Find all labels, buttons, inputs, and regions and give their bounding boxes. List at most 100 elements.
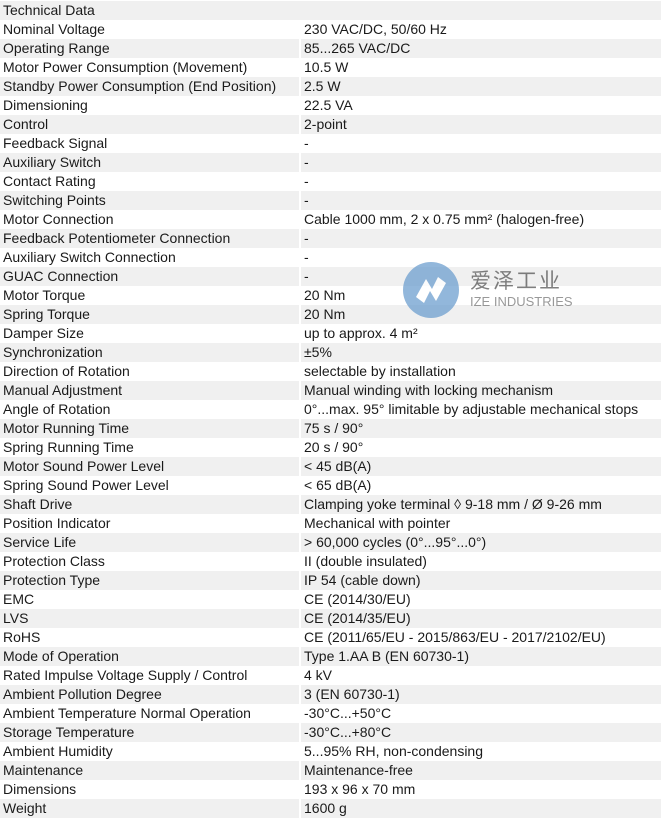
spec-label: Auxiliary Switch <box>0 153 301 172</box>
spec-label: Protection Class <box>0 552 301 571</box>
spec-value: ±5% <box>300 343 661 362</box>
table-row: Dimensioning 22.5 VA <box>0 96 661 115</box>
spec-value: 75 s / 90° <box>300 419 661 438</box>
spec-label: Protection Type <box>0 571 301 590</box>
spec-label: Damper Size <box>0 324 301 343</box>
spec-value: 4 kV <box>300 666 661 685</box>
spec-label: Spring Torque <box>0 305 301 324</box>
spec-label: Dimensioning <box>0 96 301 115</box>
spec-label: Motor Sound Power Level <box>0 457 301 476</box>
table-row: Motor Sound Power Level < 45 dB(A) <box>0 457 661 476</box>
spec-value: II (double insulated) <box>300 552 661 571</box>
spec-label: Operating Range <box>0 39 301 58</box>
spec-value: CE (2014/30/EU) <box>300 590 661 609</box>
spec-value: > 60,000 cycles (0°...95°...0°) <box>300 533 661 552</box>
spec-label: Control <box>0 115 301 134</box>
spec-label: Spring Sound Power Level <box>0 476 301 495</box>
spec-value: CE (2011/65/EU - 2015/863/EU - 2017/2102… <box>300 628 661 647</box>
table-row: Service Life > 60,000 cycles (0°...95°...… <box>0 533 661 552</box>
table-row: Spring Running Time 20 s / 90° <box>0 438 661 457</box>
spec-value: - <box>300 267 661 286</box>
spec-label: Contact Rating <box>0 172 301 191</box>
spec-label: Ambient Temperature Normal Operation <box>0 704 301 723</box>
spec-value: < 65 dB(A) <box>300 476 661 495</box>
spec-value: - <box>300 229 661 248</box>
spec-value: 230 VAC/DC, 50/60 Hz <box>300 20 661 39</box>
table-title: Technical Data <box>0 1 661 20</box>
spec-value: Cable 1000 mm, 2 x 0.75 mm² (halogen-fre… <box>300 210 661 229</box>
spec-value: Manual winding with locking mechanism <box>300 381 661 400</box>
table-row: EMC CE (2014/30/EU) <box>0 590 661 609</box>
table-row: RoHS CE (2011/65/EU - 2015/863/EU - 2017/… <box>0 628 661 647</box>
spec-label: LVS <box>0 609 301 628</box>
spec-label: Angle of Rotation <box>0 400 301 419</box>
spec-label: Standby Power Consumption (End Position) <box>0 77 301 96</box>
spec-label: Shaft Drive <box>0 495 301 514</box>
spec-label: Position Indicator <box>0 514 301 533</box>
table-row: Position Indicator Mechanical with pointe… <box>0 514 661 533</box>
table-row: Operating Range 85...265 VAC/DC <box>0 39 661 58</box>
table-row: Weight 1600 g <box>0 799 661 818</box>
table-row: LVS CE (2014/35/EU) <box>0 609 661 628</box>
spec-label: Nominal Voltage <box>0 20 301 39</box>
spec-value: -30°C...+80°C <box>300 723 661 742</box>
spec-value: up to approx. 4 m² <box>300 324 661 343</box>
table-row: Motor Running Time 75 s / 90° <box>0 419 661 438</box>
spec-label: Weight <box>0 799 301 818</box>
spec-value: Clamping yoke terminal ◊ 9-18 mm / Ø 9-2… <box>300 495 661 514</box>
table-row: Auxiliary Switch - <box>0 153 661 172</box>
table-row: Contact Rating - <box>0 172 661 191</box>
spec-label: Rated Impulse Voltage Supply / Control <box>0 666 301 685</box>
spec-label: Service Life <box>0 533 301 552</box>
spec-value: Mechanical with pointer <box>300 514 661 533</box>
spec-value: 20 s / 90° <box>300 438 661 457</box>
spec-label: EMC <box>0 590 301 609</box>
table-row: Spring Sound Power Level < 65 dB(A) <box>0 476 661 495</box>
spec-label: Mode of Operation <box>0 647 301 666</box>
spec-value: - <box>300 153 661 172</box>
table-row: Direction of Rotation selectable by insta… <box>0 362 661 381</box>
spec-label: Dimensions <box>0 780 301 799</box>
spec-value: 193 x 96 x 70 mm <box>300 780 661 799</box>
table-row: Mode of Operation Type 1.AA B (EN 60730-1… <box>0 647 661 666</box>
table-row: Storage Temperature -30°C...+80°C <box>0 723 661 742</box>
spec-value: - <box>300 191 661 210</box>
table-row: Shaft Drive Clamping yoke terminal ◊ 9-18… <box>0 495 661 514</box>
spec-value: 20 Nm <box>300 286 661 305</box>
spec-value: selectable by installation <box>300 362 661 381</box>
table-row: Ambient Pollution Degree 3 (EN 60730-1) <box>0 685 661 704</box>
spec-label: RoHS <box>0 628 301 647</box>
table-row: Damper Size up to approx. 4 m² <box>0 324 661 343</box>
table-row: Ambient Temperature Normal Operation -30°… <box>0 704 661 723</box>
table-row: GUAC Connection - <box>0 267 661 286</box>
spec-value: 5...95% RH, non-condensing <box>300 742 661 761</box>
table-row: Control 2-point <box>0 115 661 134</box>
table-row: Synchronization ±5% <box>0 343 661 362</box>
spec-value: 2-point <box>300 115 661 134</box>
table-row: Angle of Rotation 0°...max. 95° limitable… <box>0 400 661 419</box>
spec-label: Spring Running Time <box>0 438 301 457</box>
table-row: Motor Torque 20 Nm <box>0 286 661 305</box>
spec-value: 3 (EN 60730-1) <box>300 685 661 704</box>
table-row: Motor Power Consumption (Movement) 10.5 W <box>0 58 661 77</box>
table-row: Switching Points - <box>0 191 661 210</box>
table-row: Maintenance Maintenance-free <box>0 761 661 780</box>
spec-label: Switching Points <box>0 191 301 210</box>
spec-label: Storage Temperature <box>0 723 301 742</box>
table-row: Feedback Potentiometer Connection - <box>0 229 661 248</box>
table-header-row: Technical Data <box>0 1 661 20</box>
spec-label: Motor Connection <box>0 210 301 229</box>
spec-label: Feedback Signal <box>0 134 301 153</box>
table-row: Spring Torque 20 Nm <box>0 305 661 324</box>
spec-label: Manual Adjustment <box>0 381 301 400</box>
spec-value: 85...265 VAC/DC <box>300 39 661 58</box>
table-row: Manual Adjustment Manual winding with loc… <box>0 381 661 400</box>
spec-value: - <box>300 248 661 267</box>
spec-value: 1600 g <box>300 799 661 818</box>
table-row: Protection Type IP 54 (cable down) <box>0 571 661 590</box>
spec-label: Motor Power Consumption (Movement) <box>0 58 301 77</box>
table-row: Nominal Voltage 230 VAC/DC, 50/60 Hz <box>0 20 661 39</box>
spec-value: IP 54 (cable down) <box>300 571 661 590</box>
spec-value: 0°...max. 95° limitable by adjustable me… <box>300 400 661 419</box>
